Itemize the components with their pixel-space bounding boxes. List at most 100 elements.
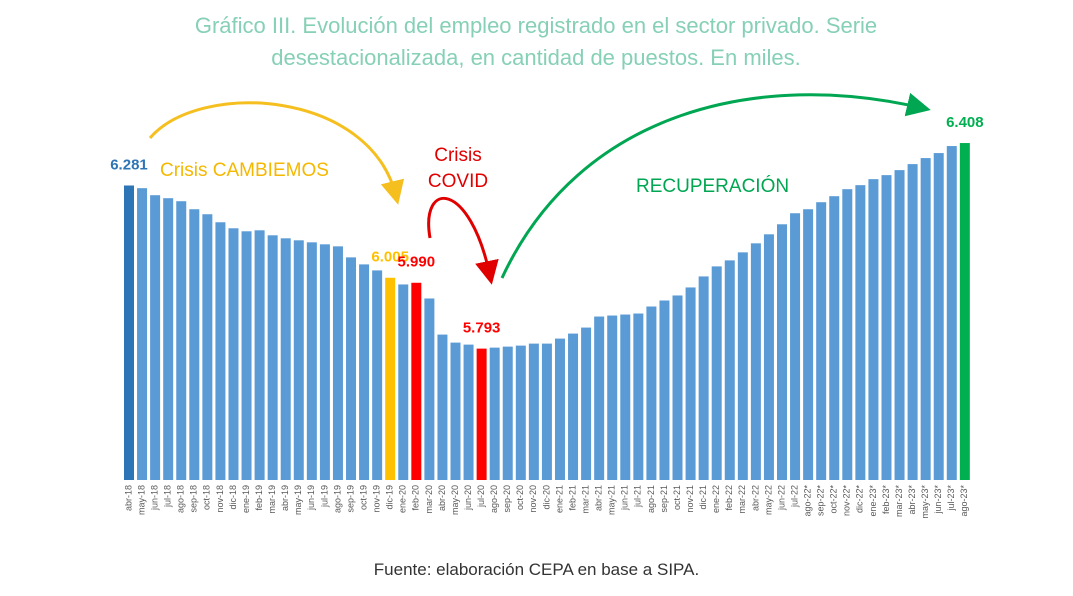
x-tick-label: ene-23* <box>868 485 878 517</box>
bar <box>241 231 252 480</box>
x-tick-label: may-22 <box>763 485 773 515</box>
bar <box>332 246 343 480</box>
bar <box>267 235 278 480</box>
x-tick-label: abr-20 <box>437 485 447 511</box>
bar <box>750 243 761 480</box>
bar <box>398 284 409 480</box>
arrow <box>500 92 931 279</box>
x-tick-label: jul-18 <box>163 485 173 508</box>
x-tick-label: nov-19 <box>372 485 382 513</box>
x-tick-label: may-23* <box>920 485 930 519</box>
x-tick-label: jul-20 <box>476 485 486 508</box>
bar <box>385 277 396 480</box>
x-tick-label: ago-22* <box>802 485 812 517</box>
x-tick-label: sep-21 <box>659 485 669 513</box>
x-tick-label: abr-19 <box>280 485 290 511</box>
bar <box>777 224 787 480</box>
x-tick-label: ene-22 <box>711 485 721 513</box>
bar <box>933 153 944 480</box>
x-tick-label: mar-22 <box>737 485 747 514</box>
bar <box>293 240 304 480</box>
x-tick-label: ago-20 <box>489 485 499 513</box>
bar <box>672 295 683 480</box>
bar <box>685 287 696 480</box>
x-tick-label: sep-22* <box>816 485 826 517</box>
x-tick-label: jun-22 <box>776 485 786 511</box>
x-tick-label: nov-20 <box>528 485 538 513</box>
bar <box>202 214 213 480</box>
bar <box>868 179 879 480</box>
x-tick-label: dic-18 <box>228 485 238 510</box>
x-tick-label: jun-20 <box>463 485 473 511</box>
data-label: 5.793 <box>463 320 501 337</box>
bar <box>724 260 735 480</box>
bar <box>319 244 330 480</box>
bar <box>476 348 487 480</box>
x-tick-label: abr-18 <box>123 485 133 511</box>
bar <box>463 344 474 480</box>
bar <box>816 202 827 481</box>
bar <box>659 300 670 480</box>
bar <box>737 252 748 480</box>
bar <box>633 313 644 480</box>
bar <box>502 346 513 480</box>
bar <box>594 316 605 480</box>
bar <box>489 347 500 480</box>
bar <box>228 228 239 480</box>
x-tick-label: jun-21 <box>620 485 630 511</box>
bar <box>346 257 357 480</box>
chart-title: Gráfico III. Evolución del empleo regist… <box>194 13 878 70</box>
bar <box>881 175 892 481</box>
x-tick-label: dic-22* <box>855 485 865 514</box>
bar <box>620 314 631 480</box>
x-tick-label: ago-19 <box>332 485 342 513</box>
x-tick-label: mar-21 <box>580 485 590 514</box>
x-tick-label: ago-23* <box>959 485 969 517</box>
bar <box>894 170 905 481</box>
bar <box>450 342 461 480</box>
bar <box>581 327 592 480</box>
x-tick-label: feb-22 <box>724 485 734 511</box>
bar <box>842 189 853 480</box>
x-tick-label: feb-19 <box>254 485 264 511</box>
x-tick-label: mar-19 <box>267 485 277 514</box>
x-tick-label: abr-23* <box>907 485 917 515</box>
x-tick-label: jul-19 <box>319 485 329 508</box>
x-tick-label: may-20 <box>450 485 460 515</box>
x-tick-label: jul-22 <box>789 485 799 508</box>
arrow <box>427 197 499 285</box>
annotation: RECUPERACIÓN <box>636 176 790 197</box>
annotation: Crisis CAMBIEMOS <box>160 160 329 181</box>
bar <box>803 209 814 480</box>
bar <box>554 338 565 480</box>
x-tick-label: oct-20 <box>515 485 525 510</box>
bar <box>790 213 801 481</box>
bar <box>946 146 957 480</box>
x-tick-label: may-19 <box>293 485 303 515</box>
bar <box>424 298 435 480</box>
x-tick-label: feb-23* <box>881 485 891 515</box>
bar <box>763 234 774 480</box>
x-tick-label: dic-20 <box>541 485 551 510</box>
bar <box>920 158 931 480</box>
bar <box>907 164 918 480</box>
data-label: 6.281 <box>110 156 148 173</box>
bar <box>189 209 200 480</box>
bar <box>411 282 422 480</box>
bar <box>711 266 722 480</box>
x-tick-label: jun-23* <box>933 485 943 515</box>
x-tick-label: jul-21 <box>633 485 643 508</box>
bar <box>829 196 840 481</box>
x-tick-label: jul-23* <box>946 485 956 512</box>
data-label: 6.408 <box>946 114 984 131</box>
bar <box>607 315 618 480</box>
x-tick-label: abr-22 <box>750 485 760 511</box>
x-tick-label: sep-18 <box>189 485 199 513</box>
x-tick-label: dic-19 <box>385 485 395 510</box>
bar <box>959 143 970 481</box>
bar <box>124 185 134 480</box>
x-tick-label: mar-20 <box>424 485 434 514</box>
x-tick-label: oct-18 <box>202 485 212 510</box>
bar <box>646 306 657 480</box>
